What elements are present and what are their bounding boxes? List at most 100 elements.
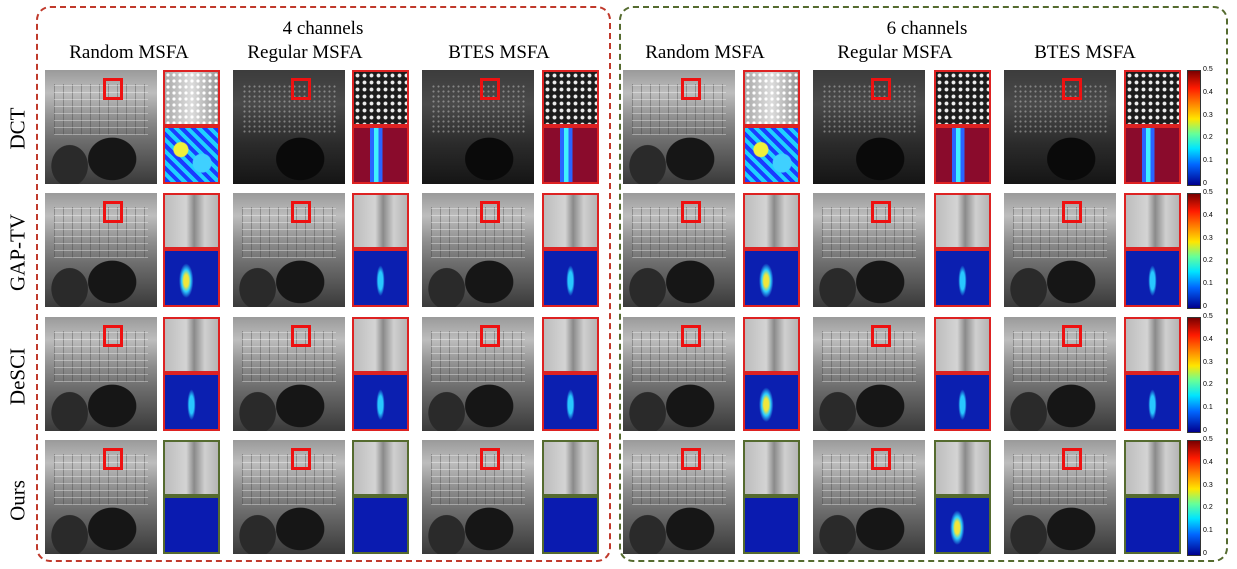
crop-error — [1124, 373, 1181, 431]
roi-box — [103, 78, 123, 100]
roi-box — [291, 448, 311, 470]
crop-zoom — [163, 317, 220, 373]
colorbar-tick-label: 0.2 — [1203, 381, 1213, 389]
crop-error — [352, 126, 409, 184]
roi-box — [103, 201, 123, 223]
crop-error — [1124, 249, 1181, 307]
roi-box — [291, 78, 311, 100]
crop-zoom — [352, 70, 409, 126]
col-header-random-6: Random MSFA — [645, 42, 765, 63]
main-image-gaptv-btes-4 — [422, 193, 534, 307]
crop-zoom — [542, 70, 599, 126]
crop-error — [542, 249, 599, 307]
crop-zoom — [934, 70, 991, 126]
col-header-regular-4: Regular MSFA — [247, 42, 363, 63]
colorbar-tick-label: 0.5 — [1203, 436, 1213, 443]
main-image-dct-btes-4 — [422, 70, 534, 184]
crop-zoom — [542, 440, 599, 496]
roi-box — [681, 448, 701, 470]
crop-zoom — [934, 440, 991, 496]
crop-zoom — [1124, 317, 1181, 373]
crop-zoom — [352, 193, 409, 249]
main-image-desci-btes-6 — [1004, 317, 1116, 431]
roi-box — [103, 325, 123, 347]
colorbar-tick-label: 0.3 — [1203, 358, 1213, 366]
roi-box — [291, 201, 311, 223]
roi-box — [871, 201, 891, 223]
crop-zoom — [1124, 70, 1181, 126]
main-image-dct-random-4 — [45, 70, 157, 184]
crop-zoom — [542, 193, 599, 249]
colorbar-tick-label: 0.2 — [1203, 134, 1213, 142]
colorbar-tick-label: 0 — [1203, 180, 1207, 187]
crop-error — [743, 249, 800, 307]
colorbar-tick-label: 0.4 — [1203, 88, 1213, 96]
roi-box — [871, 78, 891, 100]
colorbar-tick-label: 0.5 — [1203, 313, 1213, 320]
crop-zoom — [743, 440, 800, 496]
crop-zoom — [743, 193, 800, 249]
crop-error — [743, 496, 800, 554]
roi-box — [480, 78, 500, 100]
roi-box — [480, 448, 500, 470]
crop-zoom — [743, 317, 800, 373]
row-label-dct: DCT — [5, 107, 30, 150]
colorbar-dct — [1187, 70, 1201, 186]
group-4-channels — [36, 6, 611, 562]
crop-zoom — [1124, 440, 1181, 496]
crop-error — [934, 373, 991, 431]
group-title-6-channels: 6 channels — [886, 18, 968, 39]
roi-box — [103, 448, 123, 470]
crop-error — [934, 126, 991, 184]
crop-error — [542, 373, 599, 431]
col-header-regular-6: Regular MSFA — [837, 42, 953, 63]
group-title-4-channels: 4 channels — [282, 18, 364, 39]
main-image-ours-random-4 — [45, 440, 157, 554]
crop-zoom — [1124, 193, 1181, 249]
group-6-channels — [619, 6, 1228, 562]
crop-zoom — [542, 317, 599, 373]
roi-box — [871, 325, 891, 347]
colorbar-tick-label: 0.1 — [1203, 404, 1213, 412]
roi-box — [681, 78, 701, 100]
col-header-btes-4: BTES MSFA — [448, 42, 550, 63]
crop-error — [934, 249, 991, 307]
crop-zoom — [163, 440, 220, 496]
crop-error — [1124, 496, 1181, 554]
colorbar-tick-label: 0.3 — [1203, 481, 1213, 489]
colorbar-tick-label: 0.5 — [1203, 66, 1213, 73]
colorbar-gaptv — [1187, 193, 1201, 309]
row-label-descI: DeSCI — [5, 347, 30, 406]
crop-error — [542, 126, 599, 184]
main-image-ours-btes-4 — [422, 440, 534, 554]
main-image-ours-btes-6 — [1004, 440, 1116, 554]
roi-box — [480, 325, 500, 347]
roi-box — [681, 325, 701, 347]
main-image-desci-regular-4 — [233, 317, 345, 431]
colorbar-tick-label: 0.2 — [1203, 504, 1213, 512]
crop-error — [1124, 126, 1181, 184]
roi-box — [1062, 325, 1082, 347]
main-image-gaptv-regular-4 — [233, 193, 345, 307]
main-image-dct-regular-6 — [813, 70, 925, 184]
colorbar-tick-label: 0.3 — [1203, 234, 1213, 242]
roi-box — [1062, 448, 1082, 470]
col-header-random-4: Random MSFA — [69, 42, 189, 63]
crop-error — [352, 373, 409, 431]
crop-error — [163, 373, 220, 431]
roi-box — [1062, 78, 1082, 100]
main-image-desci-random-4 — [45, 317, 157, 431]
crop-zoom — [934, 193, 991, 249]
colorbar-ours — [1187, 440, 1201, 556]
crop-error — [743, 126, 800, 184]
colorbar-tick-label: 0 — [1203, 427, 1207, 434]
main-image-gaptv-btes-6 — [1004, 193, 1116, 307]
colorbar-tick-label: 0.1 — [1203, 157, 1213, 165]
colorbar-desci — [1187, 317, 1201, 433]
colorbar-tick-label: 0.2 — [1203, 257, 1213, 265]
crop-zoom — [163, 70, 220, 126]
colorbar-tick-label: 0 — [1203, 550, 1207, 557]
crop-zoom — [743, 70, 800, 126]
roi-box — [1062, 201, 1082, 223]
crop-error — [163, 496, 220, 554]
